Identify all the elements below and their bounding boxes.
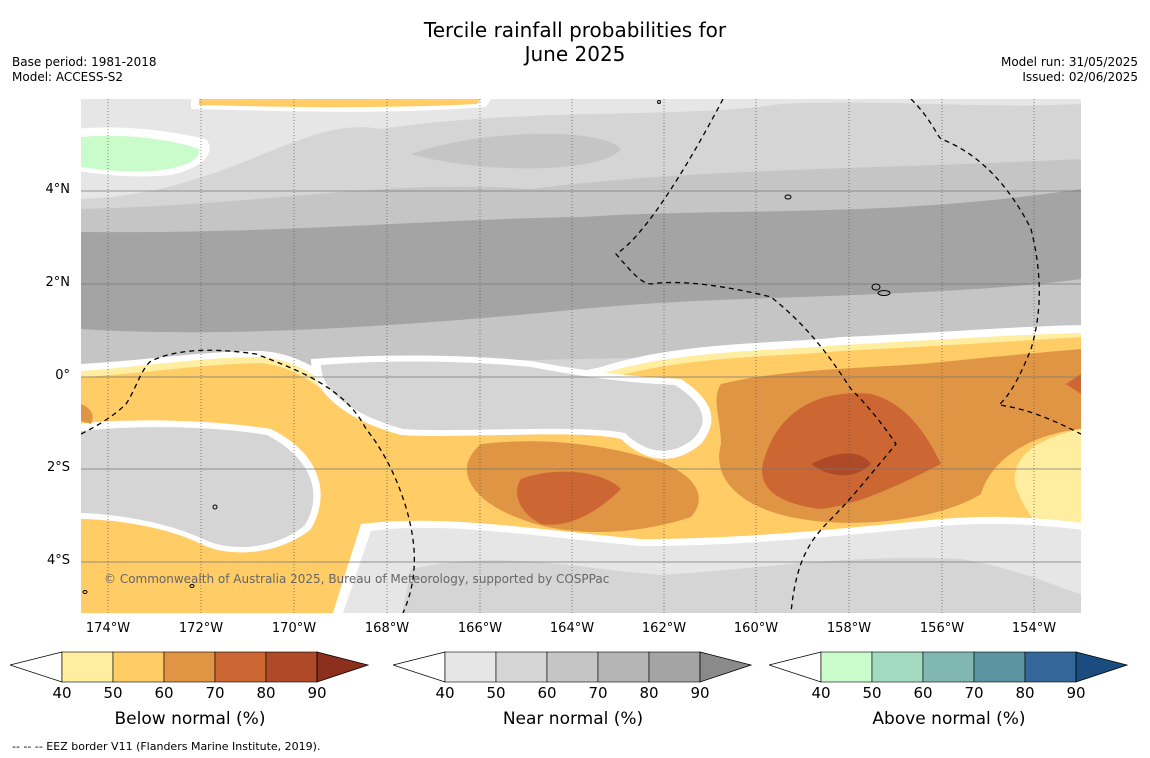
below-normal-80-region	[811, 453, 871, 476]
below-normal-top-fill	[199, 99, 481, 108]
latitude-gridlines	[81, 190, 1081, 563]
cbar-below-tick-40: 40	[52, 684, 72, 702]
cbar-below-tick-80: 80	[256, 684, 276, 702]
below-normal-70-east-region	[762, 393, 941, 509]
cbar-below-40	[61, 651, 114, 683]
islands	[82, 100, 891, 594]
cbar-near-tick-80: 80	[639, 684, 659, 702]
lon-tick-156w: 156°W	[919, 621, 965, 636]
cbar-above-tick-50: 50	[862, 684, 882, 702]
cbar-near-tick-50: 50	[486, 684, 506, 702]
cbar-near-tick-40: 40	[435, 684, 455, 702]
cbar-above-tick-80: 80	[1015, 684, 1035, 702]
colorbar-near-normal	[393, 651, 753, 683]
cbar-near-50	[495, 651, 548, 683]
above-normal-40-patch	[81, 135, 200, 172]
cbar-below-70	[214, 651, 267, 683]
cbar-below-60	[163, 651, 216, 683]
cbar-below-50	[112, 651, 165, 683]
cbar-below-tick-90: 90	[307, 684, 327, 702]
cbar-above-low-arrow	[769, 651, 822, 683]
copyright-credit: © Commonwealth of Australia 2025, Bureau…	[104, 572, 610, 586]
base-period: Base period: 1981-2018	[12, 55, 157, 69]
cbar-above-tick-70: 70	[964, 684, 984, 702]
cbar-near-tick-90: 90	[690, 684, 710, 702]
lat-tick-0: 0°	[55, 368, 70, 383]
below-normal-70-region	[517, 471, 621, 525]
cbar-above-40	[820, 651, 873, 683]
near-normal-south-core	[402, 558, 1081, 613]
cbar-above-90-arrow	[1075, 651, 1129, 683]
lon-tick-166w: 166°W	[457, 621, 503, 636]
lat-tick-2n: 2°N	[45, 275, 71, 290]
cbar-near-90-arrow	[699, 651, 753, 683]
lon-tick-168w: 168°W	[364, 621, 410, 636]
rainfall-map	[81, 99, 1081, 613]
cbar-above-tick-60: 60	[913, 684, 933, 702]
cbar-near-tick-60: 60	[537, 684, 557, 702]
cbar-near-tick-70: 70	[588, 684, 608, 702]
lon-tick-174w: 174°W	[85, 621, 131, 636]
meta-left: Base period: 1981-2018 Model: ACCESS-S2	[12, 55, 157, 85]
cbar-above-50	[871, 651, 924, 683]
issued-date: Issued: 02/06/2025	[1022, 70, 1138, 84]
cbar-near-40	[444, 651, 497, 683]
cbar-below-80	[265, 651, 318, 683]
lat-tick-4n: 4°N	[45, 182, 71, 197]
colorbar-below-normal	[10, 651, 370, 683]
below-normal-60-edge	[81, 404, 93, 424]
cbar-above-label: Above normal (%)	[872, 709, 1026, 729]
cbar-near-60	[546, 651, 599, 683]
lon-tick-162w: 162°W	[641, 621, 687, 636]
eez-borders	[81, 99, 1081, 613]
cbar-below-tick-70: 70	[205, 684, 225, 702]
cbar-above-70	[973, 651, 1026, 683]
lon-tick-158w: 158°W	[826, 621, 872, 636]
cbar-near-low-arrow	[393, 651, 446, 683]
near-normal-equatorial-fill	[321, 361, 703, 451]
cbar-near-80	[648, 651, 701, 683]
near-normal-80-band	[81, 189, 1081, 333]
title-line-1: Tercile rainfall probabilities for	[423, 18, 727, 42]
cbar-above-tick-40: 40	[811, 684, 831, 702]
lat-tick-2s: 2°S	[46, 460, 70, 475]
colorbar-above-normal	[769, 651, 1129, 683]
meta-right: Model run: 31/05/2025 Issued: 02/06/2025	[1001, 55, 1138, 85]
eez-footnote: -- -- -- EEZ border V11 (Flanders Marine…	[12, 740, 321, 753]
cbar-above-80	[1024, 651, 1077, 683]
cbar-near-label: Near normal (%)	[502, 709, 644, 729]
model-run: Model run: 31/05/2025	[1000, 55, 1138, 69]
cbar-above-60	[922, 651, 975, 683]
near-normal-60-patch	[411, 133, 621, 169]
lon-tick-164w: 164°W	[549, 621, 595, 636]
cbar-below-label: Below normal (%)	[114, 709, 266, 729]
cbar-above-tick-90: 90	[1066, 684, 1086, 702]
model-name: Model: ACCESS-S2	[12, 70, 124, 84]
lon-tick-160w: 160°W	[733, 621, 779, 636]
near-normal-southwest-fill	[81, 427, 314, 548]
lat-tick-4s: 4°S	[46, 553, 70, 568]
lon-tick-154w: 154°W	[1011, 621, 1057, 636]
cbar-near-70	[597, 651, 650, 683]
cbar-below-tick-60: 60	[154, 684, 174, 702]
lon-tick-172w: 172°W	[178, 621, 224, 636]
cbar-below-90-arrow	[316, 651, 370, 683]
cbar-below-tick-50: 50	[103, 684, 123, 702]
cbar-below-low-arrow	[10, 651, 63, 683]
map-title: Tercile rainfall probabilities for June …	[0, 18, 1150, 66]
lon-tick-170w: 170°W	[271, 621, 317, 636]
below-normal-70-edge	[1066, 374, 1081, 394]
title-line-2: June 2025	[524, 42, 626, 66]
